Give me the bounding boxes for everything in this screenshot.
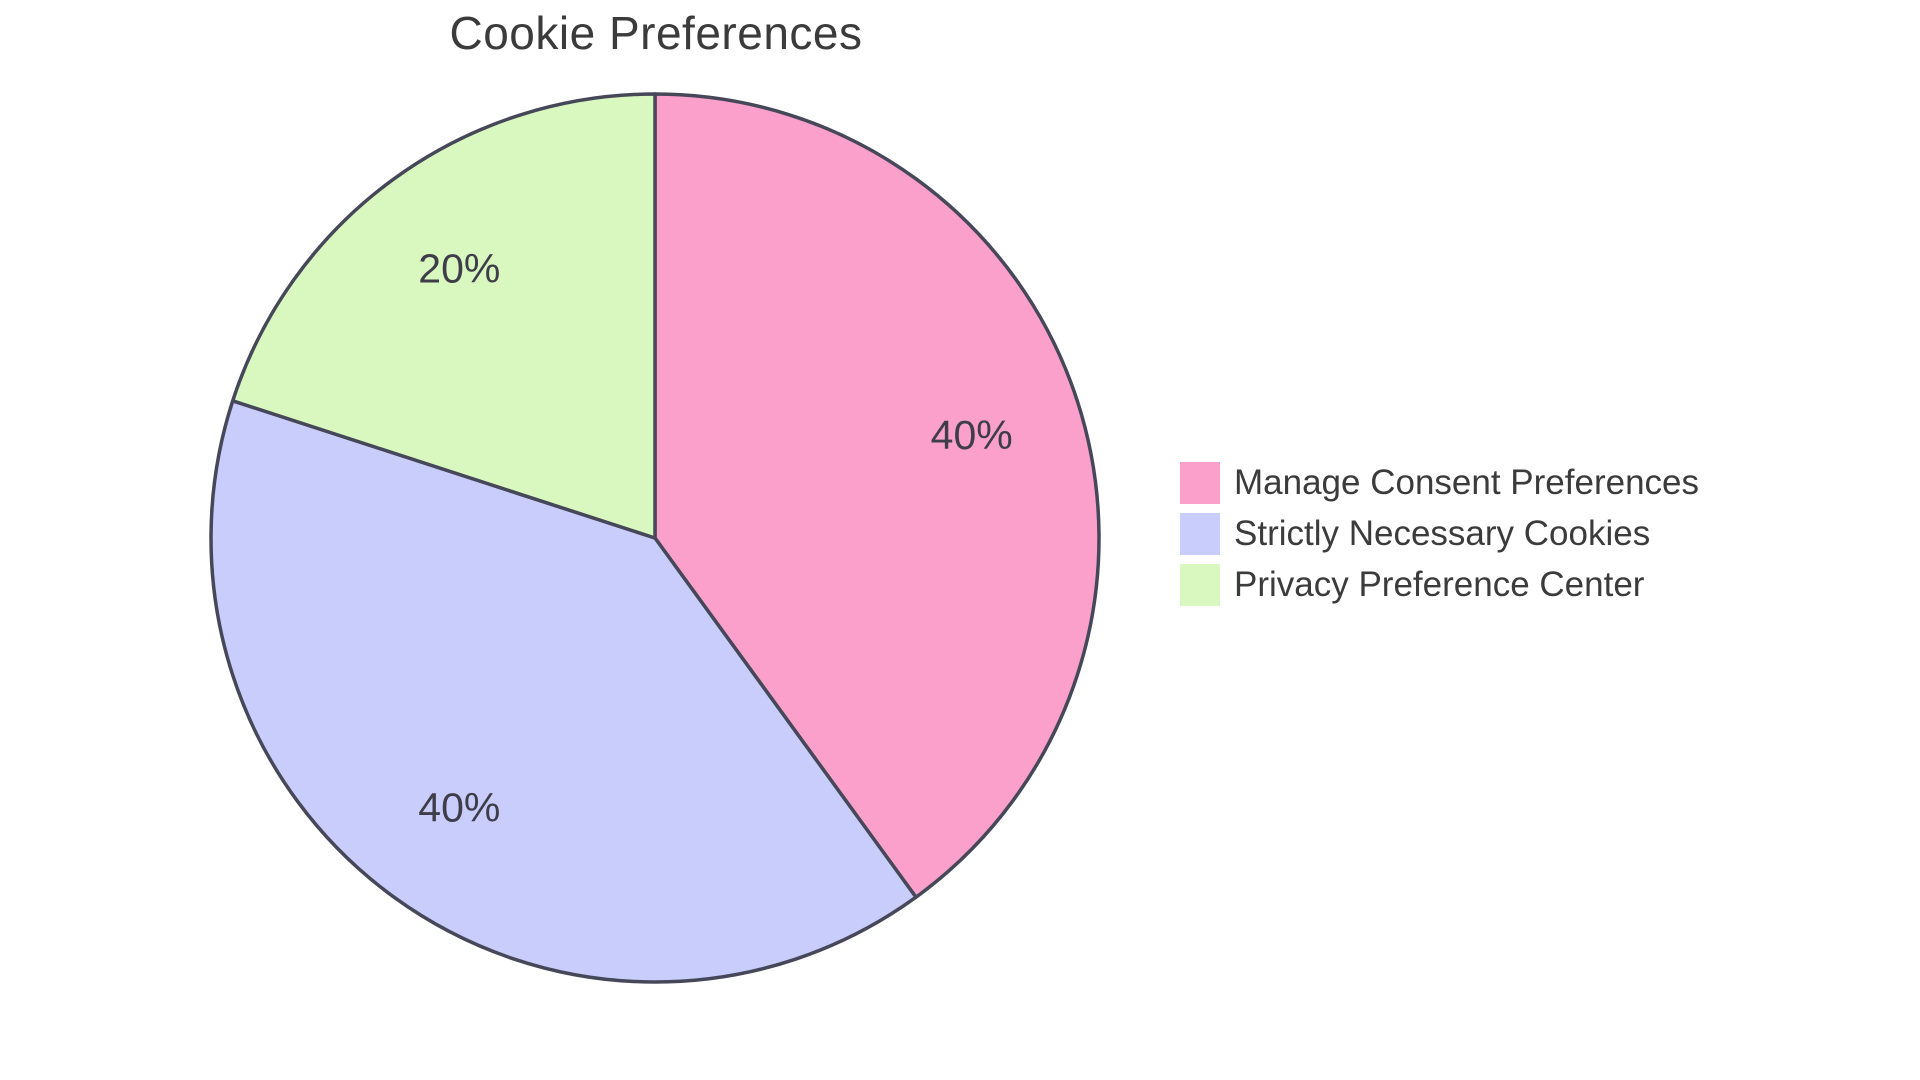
pie-slice-0 — [653, 92, 1101, 899]
percent-label-0: 40% — [931, 412, 1013, 458]
legend-label: Strictly Necessary Cookies — [1234, 513, 1651, 553]
legend-label: Privacy Preference Center — [1234, 564, 1645, 604]
percent-label-1: 40% — [418, 784, 500, 830]
chart-title: Cookie Preferences — [449, 7, 863, 59]
legend: Manage Consent Preferences Strictly Nece… — [1180, 462, 1699, 615]
pie-slice-1 — [209, 399, 918, 984]
legend-row-2: Privacy Preference Center — [1180, 564, 1699, 606]
legend-row-1: Strictly Necessary Cookies — [1180, 513, 1699, 555]
legend-swatch — [1180, 462, 1220, 504]
legend-label: Manage Consent Preferences — [1234, 462, 1699, 502]
percent-label-2: 20% — [418, 246, 500, 292]
pie-slice-2 — [230, 92, 657, 540]
legend-swatch — [1180, 513, 1220, 555]
legend-swatch — [1180, 564, 1220, 606]
legend-row-0: Manage Consent Preferences — [1180, 462, 1699, 504]
